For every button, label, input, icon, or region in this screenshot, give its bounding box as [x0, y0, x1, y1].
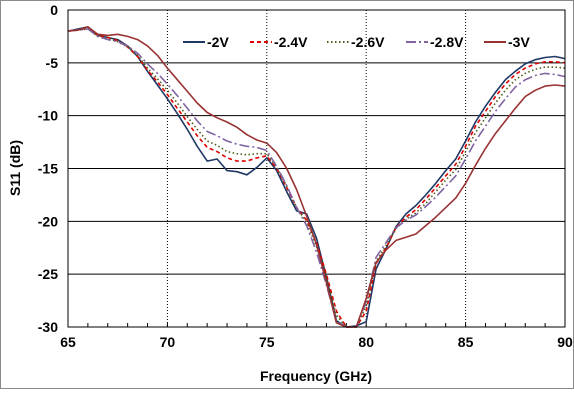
legend-label: -2.6V — [351, 34, 385, 50]
x-tick-label: 90 — [557, 334, 573, 350]
y-tick-label: 0 — [50, 2, 58, 18]
legend: -2V -2.4V -2.6V -2.8V -3V — [183, 34, 530, 50]
legend-label: -3V — [508, 34, 530, 50]
y-axis-label: S11 (dB) — [7, 140, 23, 196]
legend-label: -2.8V — [430, 34, 464, 50]
x-tick-label: 75 — [259, 334, 275, 350]
series-line — [67, 26, 566, 328]
series-line — [67, 28, 566, 328]
y-tick-label: -30 — [38, 319, 58, 335]
y-tick-label: -25 — [38, 266, 58, 282]
legend-label: -2.4V — [274, 34, 308, 50]
x-axis-label: Frequency (GHz) — [260, 368, 372, 384]
y-tick-label: -5 — [46, 55, 59, 71]
x-tick-label: 70 — [160, 334, 176, 350]
y-tick-label: -15 — [38, 161, 58, 177]
legend-label: -2V — [207, 34, 229, 50]
series-line — [67, 26, 566, 328]
series-group — [67, 26, 566, 328]
x-tick-label: 80 — [358, 334, 374, 350]
tick-labels: 65 70 75 80 85 90 0 -5 -10 -15 -20 -25 -30 — [38, 2, 573, 350]
y-tick-label: -10 — [38, 108, 58, 124]
plot-area-border — [67, 9, 566, 328]
x-tick-label: 65 — [60, 334, 76, 350]
x-tick-label: 85 — [458, 334, 474, 350]
y-tick-label: -20 — [38, 213, 58, 229]
